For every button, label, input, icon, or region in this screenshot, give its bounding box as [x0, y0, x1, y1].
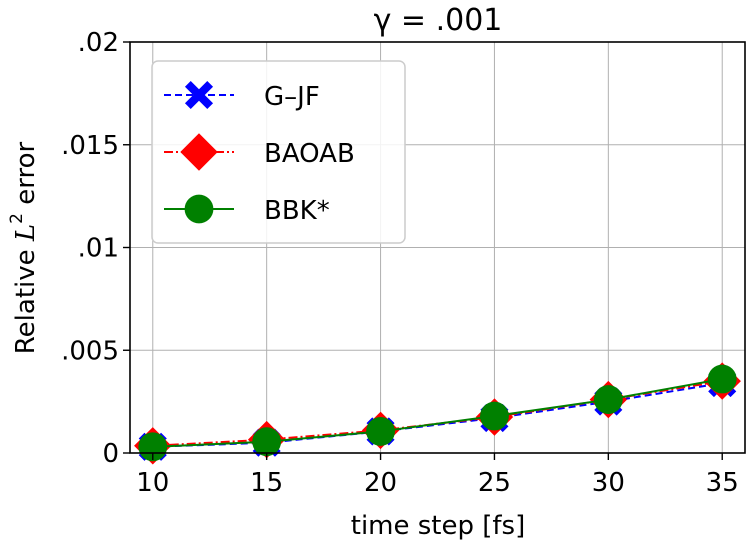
- series-circle: [138, 364, 737, 462]
- data-point: [252, 427, 282, 457]
- data-point: [366, 417, 395, 446]
- y-tick-label: .005: [61, 336, 119, 366]
- x-axis-label: time step [fs]: [351, 511, 526, 541]
- data-point: [593, 385, 623, 414]
- legend-marker: [180, 133, 218, 171]
- legend-label: BAOAB: [264, 139, 355, 169]
- series-line: [152, 380, 723, 447]
- series-line: [152, 378, 723, 448]
- y-axis-label: Relative L2 error: [7, 141, 41, 354]
- x-tick-label: 10: [136, 468, 169, 498]
- legend-item: G–JF: [164, 80, 320, 112]
- y-axis-label-suffix: error: [11, 141, 41, 213]
- legend: G–JF BAOAB BBK*: [151, 60, 406, 244]
- y-axis-label-prefix: Relative: [11, 241, 41, 354]
- series-line: [152, 382, 723, 448]
- legend-marker: [184, 80, 214, 110]
- y-axis-label-math: L: [11, 224, 41, 242]
- legend-marker: [184, 194, 214, 224]
- legend-label: BBK*: [264, 196, 330, 226]
- x-tick-label: 15: [250, 468, 283, 498]
- x-tick-label: 35: [706, 468, 739, 498]
- legend-box: [151, 60, 406, 244]
- y-tick-label: .02: [78, 28, 119, 58]
- x-tick-label: 30: [592, 468, 625, 498]
- y-tick-label: .01: [78, 234, 119, 264]
- chart-title: γ = .001: [374, 3, 503, 38]
- x-ticks: 10 15 20 25 30 35: [136, 453, 739, 498]
- y-tick-label: 0: [102, 439, 119, 469]
- legend-item: BAOAB: [164, 133, 355, 171]
- data-point: [480, 401, 509, 431]
- series-diamond: [134, 362, 741, 465]
- series-layer: [134, 362, 741, 465]
- legend-label: G–JF: [264, 82, 320, 112]
- x-tick-label: 25: [478, 468, 511, 498]
- series-x-filled: [138, 369, 737, 461]
- x-tick-label: 20: [364, 468, 397, 498]
- data-point: [138, 432, 168, 462]
- legend-item: BBK*: [164, 194, 330, 226]
- y-ticks: 0 .005 .01 .015 .02: [61, 28, 130, 469]
- y-tick-label: .015: [61, 131, 119, 161]
- data-point: [707, 364, 737, 394]
- y-axis-label-superscript: 2: [7, 213, 27, 224]
